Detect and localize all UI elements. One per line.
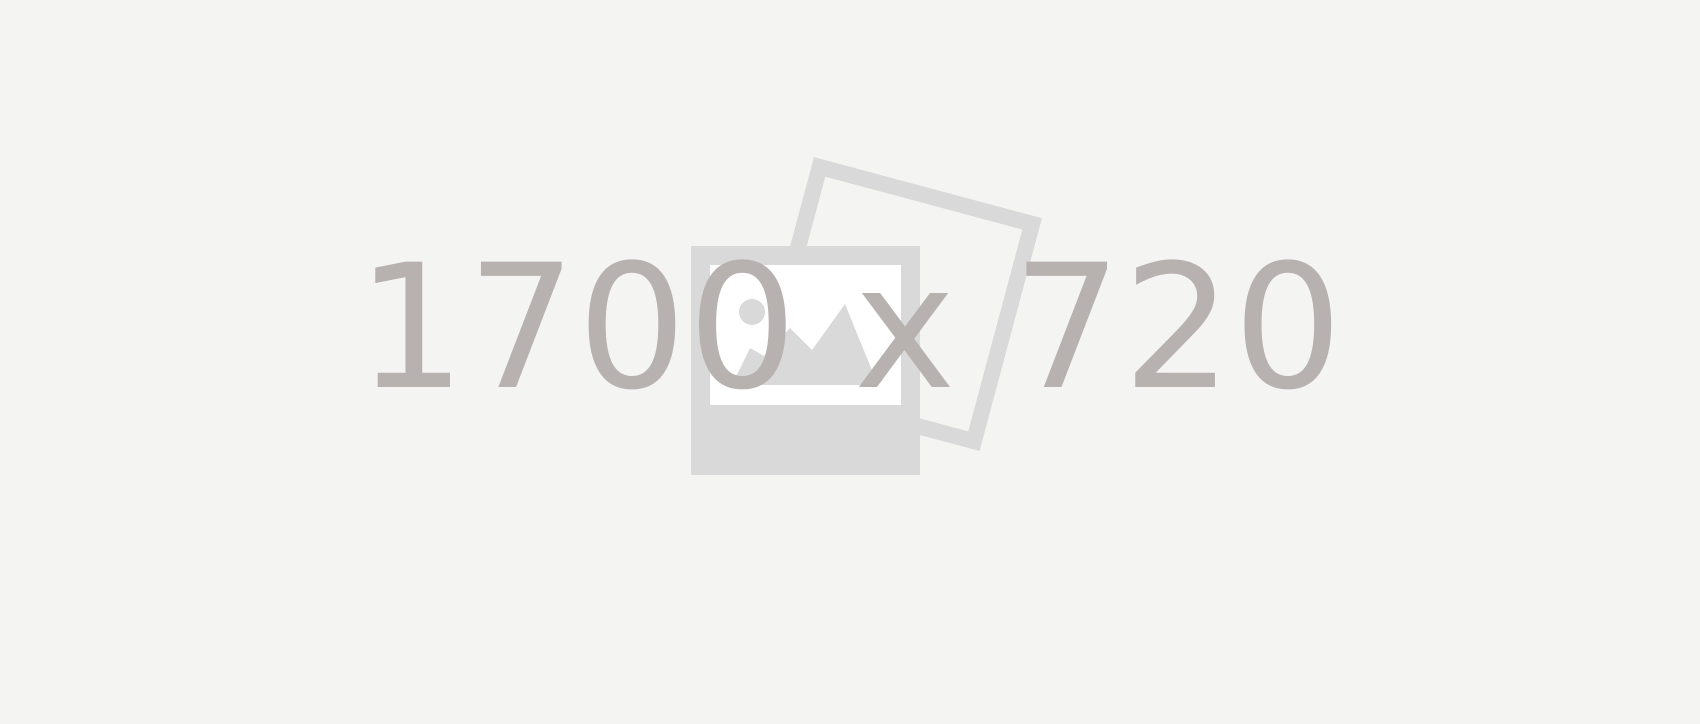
dimensions-label: 1700 x 720 xyxy=(356,227,1344,428)
